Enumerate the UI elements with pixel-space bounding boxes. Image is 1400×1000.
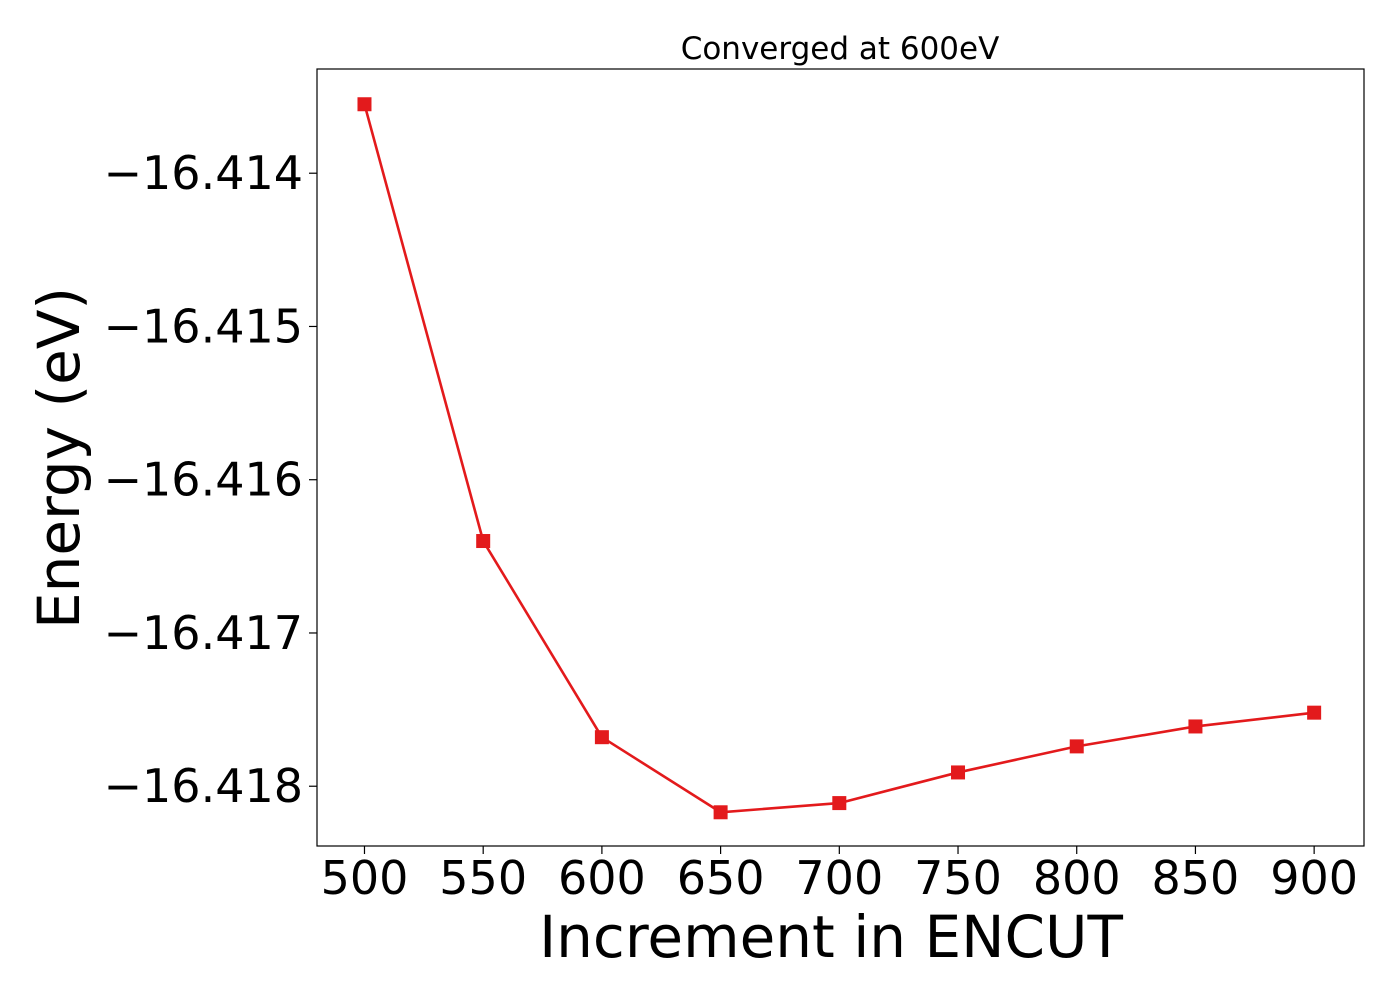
data-point-marker (1307, 705, 1322, 720)
data-point-marker (1188, 719, 1203, 734)
y-axis: −16.414 −16.415 −16.416 −16.417 −16.418 (104, 146, 317, 813)
x-tick-label: 850 (1152, 851, 1240, 905)
y-tick-label: −16.417 (104, 606, 304, 660)
data-point-marker (594, 730, 609, 745)
x-tick-label: 600 (558, 851, 646, 905)
y-tick-label: −16.415 (104, 299, 304, 353)
data-point-marker (357, 97, 372, 112)
data-point-marker (713, 805, 728, 820)
data-point-marker (832, 796, 847, 811)
x-tick-label: 700 (795, 851, 883, 905)
data-point-marker (951, 765, 966, 780)
x-tick-label: 650 (677, 851, 765, 905)
series-layer (357, 97, 1322, 820)
x-tick-label: 900 (1270, 851, 1358, 905)
x-axis-label: Increment in ENCUT (539, 903, 1123, 971)
y-tick-label: −16.418 (104, 759, 304, 813)
x-axis: 500 550 600 650 700 750 800 850 900 (321, 846, 1358, 905)
data-point-marker (1069, 739, 1084, 754)
y-tick-label: −16.416 (104, 453, 304, 507)
plot-frame (316, 68, 1365, 847)
x-tick-label: 800 (1033, 851, 1121, 905)
chart-title: Converged at 600eV (681, 31, 1000, 67)
y-axis-label: Energy (eV) (25, 287, 93, 629)
x-tick-label: 550 (439, 851, 527, 905)
data-point-marker (476, 534, 491, 549)
series-line (363, 103, 1315, 814)
x-tick-label: 500 (321, 851, 409, 905)
y-tick-label: −16.414 (104, 146, 304, 200)
x-tick-label: 750 (914, 851, 1002, 905)
